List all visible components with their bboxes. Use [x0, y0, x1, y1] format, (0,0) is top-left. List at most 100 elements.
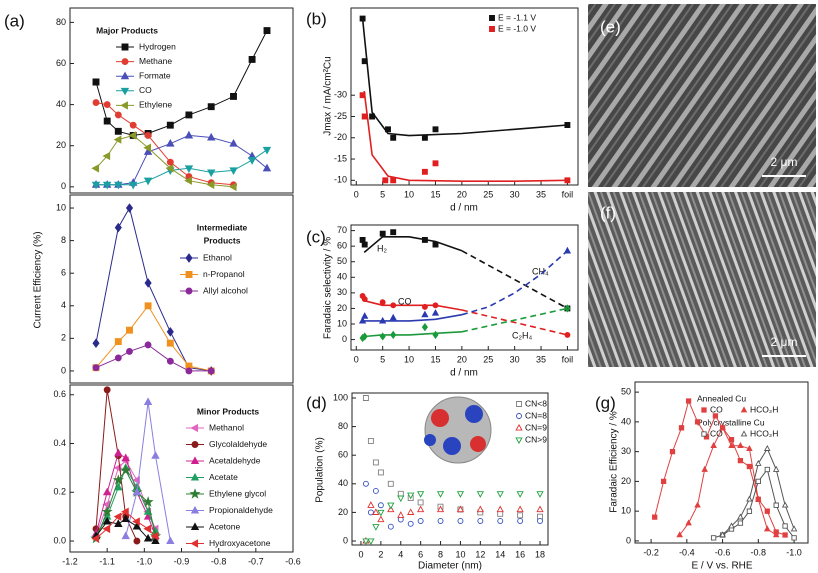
marker	[103, 386, 111, 394]
y-tick-label: 60	[338, 450, 348, 460]
marker	[496, 505, 504, 513]
x-tick-label: 30	[510, 189, 520, 199]
y-tick-label: 0.4	[53, 438, 66, 448]
x-tick-label: -1.0	[137, 556, 153, 566]
y-tick-label: -20	[334, 132, 347, 142]
y-tick-label: 0	[626, 535, 631, 545]
marker	[372, 487, 379, 494]
marker	[382, 177, 389, 184]
marker	[166, 121, 174, 129]
marker	[114, 519, 123, 527]
marker	[103, 117, 111, 125]
marker	[142, 496, 154, 507]
plot-frame	[350, 7, 579, 186]
y-tick-label: 60	[56, 58, 66, 68]
marker	[790, 525, 798, 532]
y-tick-label: 0.0	[53, 535, 66, 545]
marker	[390, 134, 397, 141]
legend-marker	[516, 413, 522, 419]
legend-label: CO	[710, 404, 723, 414]
legend-marker	[185, 253, 193, 263]
marker	[764, 466, 770, 473]
marker	[114, 354, 122, 362]
y-tick-label: 0	[342, 334, 347, 344]
marker	[144, 341, 152, 349]
x-axis-title: E / V vs. RHE	[691, 561, 752, 572]
y-axis-title: Faradaic Efficiency / %	[609, 411, 620, 513]
marker	[782, 523, 788, 529]
marker	[737, 513, 744, 520]
legend-label: Allyl alcohol	[203, 285, 248, 295]
marker	[228, 182, 237, 192]
y-tick-label: 4	[61, 300, 66, 310]
legend-label: CN=8	[525, 410, 547, 420]
inset-particle	[424, 396, 492, 464]
marker	[456, 491, 465, 498]
marker	[165, 164, 174, 173]
marker	[476, 491, 484, 498]
y-tick-label: 40	[56, 99, 66, 109]
marker	[262, 163, 272, 172]
marker	[362, 395, 369, 401]
legend-label: Ethylene	[139, 100, 172, 110]
marker	[372, 524, 380, 531]
y-tick-label: 50	[621, 386, 631, 396]
sem-image	[588, 4, 816, 187]
x-tick-label: 8	[438, 549, 443, 559]
x-tick-label: -1.2	[62, 556, 78, 566]
legend-label: Ethylene glycol	[209, 488, 266, 498]
marker	[102, 151, 111, 161]
marker	[372, 508, 380, 515]
legend-label: E = -1.0 V	[498, 23, 536, 33]
marker	[457, 518, 464, 524]
marker	[676, 531, 683, 538]
legend-label: Methanol	[209, 422, 244, 432]
marker	[102, 524, 111, 534]
legend-label: Propionaldehyde	[209, 505, 273, 515]
marker	[728, 522, 735, 529]
legend-marker	[190, 505, 200, 514]
marker	[379, 299, 386, 306]
y-tick-label: 0.2	[53, 487, 66, 497]
marker	[516, 505, 524, 513]
x-tick-label: 10	[404, 189, 414, 199]
legend-marker	[515, 437, 523, 445]
marker	[710, 535, 717, 541]
y-tick-label: -25	[334, 111, 347, 121]
marker	[379, 230, 386, 237]
y-tick-label: 20	[56, 140, 66, 150]
marker	[737, 520, 744, 526]
x-tick-label: 25	[483, 354, 493, 364]
marker	[781, 501, 789, 508]
x-tick-label: 10	[404, 354, 414, 364]
series-line	[363, 236, 463, 254]
marker	[129, 121, 137, 129]
marker	[126, 326, 133, 334]
legend-marker	[121, 43, 129, 51]
series-line	[95, 134, 234, 188]
panel-label: (c)	[306, 227, 326, 246]
marker	[737, 441, 744, 449]
marker	[92, 364, 100, 372]
marker	[407, 520, 414, 527]
x-tick-label: 35	[536, 189, 546, 199]
legend-marker	[516, 401, 522, 407]
series-line	[713, 468, 795, 539]
marker	[372, 459, 379, 466]
x-tick-label: 20	[457, 189, 467, 199]
marker	[421, 134, 428, 141]
marker	[166, 138, 175, 147]
marker	[719, 531, 726, 538]
marker	[712, 413, 719, 419]
x-tick-label: -0.8	[751, 547, 767, 557]
marker	[91, 534, 100, 543]
legend-marker	[489, 15, 495, 21]
y-tick-label: 8	[61, 235, 66, 245]
marker	[772, 465, 780, 472]
legend-label: Hydroxyacetone	[209, 538, 271, 548]
marker	[166, 158, 174, 166]
panel-label: (e)	[600, 17, 621, 36]
marker	[772, 531, 780, 538]
marker	[436, 491, 445, 498]
